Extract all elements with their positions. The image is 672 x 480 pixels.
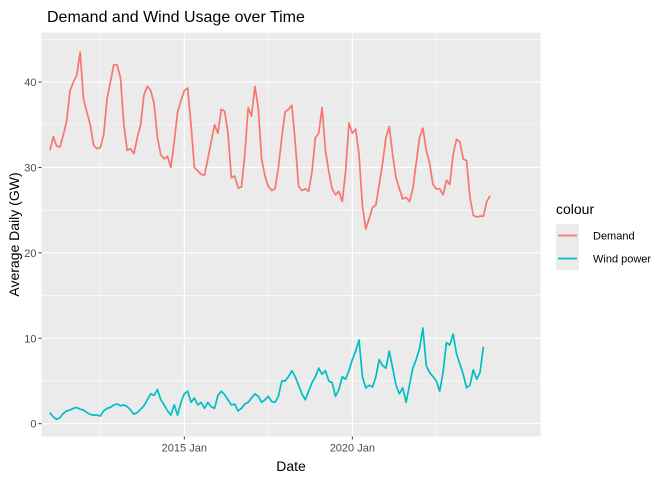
x-axis-ticks: 2015 Jan 2020 Jan <box>162 436 375 455</box>
series-layer <box>49 51 491 421</box>
series-line-wind-power <box>49 327 485 421</box>
x-tick-label: 2015 Jan <box>162 443 207 455</box>
y-tick-label: 10 <box>24 333 36 345</box>
x-tick-label: 2020 Jan <box>330 443 375 455</box>
grid-major-lines <box>41 32 541 437</box>
y-tick-label: 30 <box>24 162 36 174</box>
y-tick-label: 40 <box>24 77 36 89</box>
legend-label-wind-power: Wind power <box>593 254 651 266</box>
plot-panel <box>41 32 541 437</box>
chart-title: Demand and Wind Usage over Time <box>47 9 305 26</box>
y-axis-ticks: 0 10 20 30 40 <box>24 77 42 431</box>
y-tick-label: 0 <box>30 419 36 431</box>
legend-label-demand: Demand <box>593 231 635 243</box>
legend-item-wind-power: Wind power <box>556 247 651 270</box>
y-tick-label: 20 <box>24 248 36 260</box>
y-axis-title: Average Daily (GW) <box>6 172 22 296</box>
legend-item-demand: Demand <box>556 224 635 247</box>
x-axis-title: Date <box>276 458 306 474</box>
series-line-demand <box>49 51 491 230</box>
legend-title: colour <box>556 201 594 217</box>
legend: colour Demand Wind power <box>556 201 651 270</box>
